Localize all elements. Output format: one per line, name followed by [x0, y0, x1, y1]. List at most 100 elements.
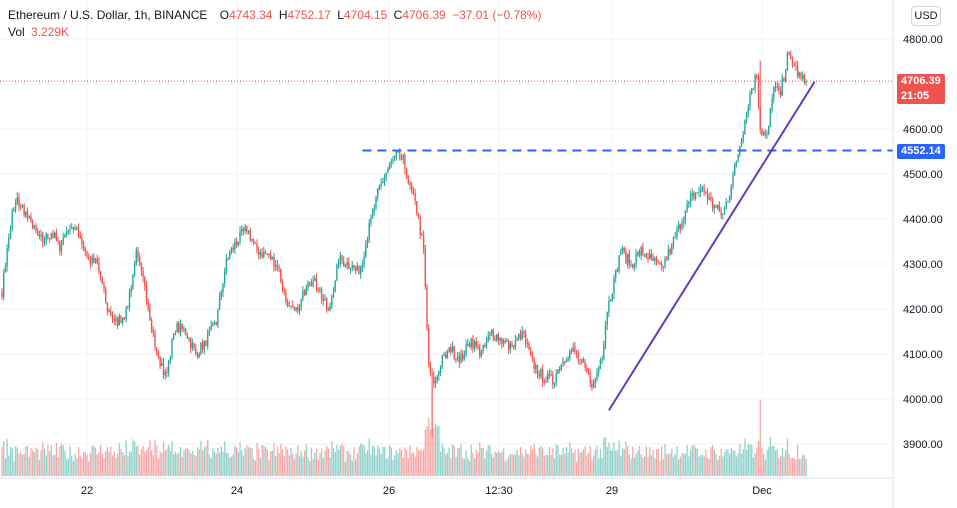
volume-bar: [191, 451, 194, 476]
candle-body: [235, 241, 238, 246]
volume-bar: [273, 442, 275, 476]
candle-body: [550, 374, 552, 376]
volume-bar: [331, 441, 333, 476]
volume-bar: [598, 458, 600, 476]
volume-bar: [542, 448, 544, 476]
candle-body: [20, 206, 22, 208]
volume-bar: [514, 454, 517, 476]
candle-body: [186, 334, 188, 339]
volume-bar: [467, 457, 469, 476]
volume-bar: [637, 450, 639, 476]
candle-body: [385, 172, 387, 178]
candle-body: [548, 373, 551, 376]
volume-bar: [113, 451, 115, 476]
candle-body: [626, 253, 629, 263]
time-axis[interactable]: 22 24 26 12:30 29 Dec: [0, 477, 893, 497]
candle-body: [142, 270, 144, 278]
volume-bar: [18, 453, 20, 476]
volume-bar: [628, 454, 630, 476]
volume-bar: [317, 459, 319, 476]
volume-bar: [23, 454, 25, 476]
volume-bar: [657, 448, 659, 476]
candle-body: [334, 280, 336, 292]
candle-body: [356, 265, 358, 271]
trend-line[interactable]: [608, 81, 816, 411]
candle-body: [575, 352, 578, 354]
volume-bar: [632, 446, 634, 476]
candle-body: [528, 342, 530, 350]
candle-body: [38, 233, 41, 237]
volume-bar: [722, 456, 724, 476]
volume-bar: [470, 444, 472, 476]
candle-body: [3, 272, 5, 297]
volume-bar: [280, 443, 282, 476]
volume-bar: [290, 447, 292, 476]
candle-body: [171, 338, 173, 358]
symbol-legend: Ethereum / U.S. Dollar, 1h, BINANCE O474…: [8, 8, 544, 22]
candle-body: [518, 333, 520, 339]
candle-body: [397, 151, 399, 153]
volume-bar: [790, 458, 792, 476]
volume-bar: [496, 452, 498, 476]
volume-bar: [625, 441, 627, 476]
candle-body: [514, 340, 517, 348]
candle-body: [145, 285, 148, 302]
volume-bar: [406, 450, 408, 476]
volume-bar: [244, 447, 246, 476]
time-tick-label: 22: [81, 485, 93, 497]
candle-body: [353, 265, 355, 268]
volume-bar: [594, 449, 596, 476]
candle-body: [149, 308, 151, 320]
volume-bar: [171, 441, 173, 476]
price-axis[interactable]: 4800.004700.004600.004500.004400.004300.…: [892, 0, 943, 508]
candle-body: [404, 154, 406, 169]
candle-body: [509, 343, 511, 350]
candle-body: [373, 208, 375, 212]
candle-body: [538, 373, 540, 377]
price-tick-label: 4800.00: [903, 34, 943, 46]
volume-bar: [604, 437, 607, 476]
candle-body: [781, 78, 783, 96]
candle-body: [203, 340, 205, 350]
volume-bar: [706, 457, 709, 476]
volume-bar: [365, 453, 367, 476]
volume-bar: [440, 451, 442, 476]
time-tick-label: 26: [383, 485, 395, 497]
candle-body: [620, 251, 622, 256]
volume-bar: [715, 453, 717, 476]
volume-bar: [581, 451, 583, 476]
volume-bar: [293, 459, 296, 476]
candle-body: [60, 244, 63, 252]
candle-body: [448, 347, 450, 352]
volume-bar: [43, 448, 46, 476]
candle-body: [191, 343, 194, 348]
candle-body: [616, 269, 619, 272]
volume-bar: [407, 457, 409, 476]
volume-bar: [644, 456, 646, 476]
volume-bar: [49, 451, 51, 476]
candle-body: [152, 330, 154, 334]
volume-bar: [769, 436, 772, 476]
candle-body: [322, 298, 324, 301]
volume-bar: [482, 447, 484, 476]
volume-legend: Vol 3.229K: [8, 25, 72, 39]
candle-body: [147, 301, 149, 309]
candle-body: [769, 108, 772, 126]
volume-bar: [181, 456, 183, 476]
candle-body: [468, 344, 471, 348]
currency-button[interactable]: USD: [911, 6, 941, 26]
candle-body: [261, 252, 263, 257]
candle-body: [558, 369, 561, 371]
volume-bar: [137, 445, 139, 476]
volume-bar: [506, 459, 508, 476]
candle-body: [101, 278, 103, 285]
volume-bar: [361, 444, 364, 476]
volume-bar: [30, 448, 32, 476]
candle-body: [212, 323, 214, 326]
volume-bar: [412, 451, 415, 476]
candle-body: [681, 222, 683, 229]
volume-bar: [77, 446, 80, 476]
candle-body: [88, 256, 90, 259]
volume-bar: [84, 452, 86, 476]
